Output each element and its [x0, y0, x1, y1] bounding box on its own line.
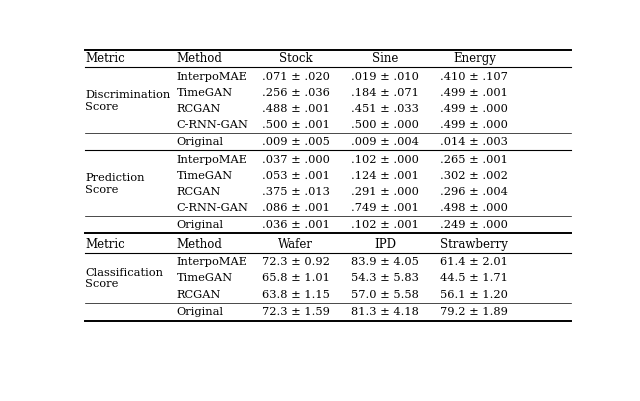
Text: IPD: IPD: [374, 238, 396, 251]
Text: 61.4 ± 2.01: 61.4 ± 2.01: [440, 257, 508, 267]
Text: C-RNN-GAN: C-RNN-GAN: [177, 203, 248, 213]
Text: 56.1 ± 1.20: 56.1 ± 1.20: [440, 290, 508, 300]
Text: Prediction
Score: Prediction Score: [85, 173, 145, 195]
Text: 57.0 ± 5.58: 57.0 ± 5.58: [351, 290, 419, 300]
Text: .009 ± .005: .009 ± .005: [262, 137, 330, 147]
Text: .499 ± .000: .499 ± .000: [440, 104, 508, 114]
Text: 65.8 ± 1.01: 65.8 ± 1.01: [262, 273, 330, 284]
Text: Classification
Score: Classification Score: [85, 267, 163, 289]
Text: .086 ± .001: .086 ± .001: [262, 203, 330, 213]
Text: C-RNN-GAN: C-RNN-GAN: [177, 120, 248, 130]
Text: Method: Method: [177, 238, 223, 251]
Text: InterpoMAE: InterpoMAE: [177, 155, 248, 165]
Text: 79.2 ± 1.89: 79.2 ± 1.89: [440, 306, 508, 316]
Text: Original: Original: [177, 220, 224, 230]
Text: 54.3 ± 5.83: 54.3 ± 5.83: [351, 273, 419, 284]
Text: 81.3 ± 4.18: 81.3 ± 4.18: [351, 306, 419, 316]
Text: Metric: Metric: [85, 53, 125, 65]
Text: 83.9 ± 4.05: 83.9 ± 4.05: [351, 257, 419, 267]
Text: .102 ± .000: .102 ± .000: [351, 155, 419, 165]
Text: .053 ± .001: .053 ± .001: [262, 171, 330, 181]
Text: 63.8 ± 1.15: 63.8 ± 1.15: [262, 290, 330, 300]
Text: TimeGAN: TimeGAN: [177, 171, 233, 181]
Text: .291 ± .000: .291 ± .000: [351, 187, 419, 197]
Text: Energy: Energy: [453, 53, 496, 65]
Text: .102 ± .001: .102 ± .001: [351, 220, 419, 230]
Text: RCGAN: RCGAN: [177, 104, 221, 114]
Text: .749 ± .001: .749 ± .001: [351, 203, 419, 213]
Text: .124 ± .001: .124 ± .001: [351, 171, 419, 181]
Text: .036 ± .001: .036 ± .001: [262, 220, 330, 230]
Text: InterpoMAE: InterpoMAE: [177, 257, 248, 267]
Text: TimeGAN: TimeGAN: [177, 273, 233, 284]
Text: .499 ± .001: .499 ± .001: [440, 88, 508, 98]
Text: Sine: Sine: [372, 53, 398, 65]
Text: .009 ± .004: .009 ± .004: [351, 137, 419, 147]
Text: Strawberry: Strawberry: [440, 238, 508, 251]
Text: .488 ± .001: .488 ± .001: [262, 104, 330, 114]
Text: Metric: Metric: [85, 238, 125, 251]
Text: .256 ± .036: .256 ± .036: [262, 88, 330, 98]
Text: .037 ± .000: .037 ± .000: [262, 155, 330, 165]
Text: 44.5 ± 1.71: 44.5 ± 1.71: [440, 273, 508, 284]
Text: .296 ± .004: .296 ± .004: [440, 187, 508, 197]
Text: Discrimination
Score: Discrimination Score: [85, 90, 170, 112]
Text: RCGAN: RCGAN: [177, 290, 221, 300]
Text: .302 ± .002: .302 ± .002: [440, 171, 508, 181]
Text: .019 ± .010: .019 ± .010: [351, 72, 419, 82]
Text: .499 ± .000: .499 ± .000: [440, 120, 508, 130]
Text: 72.3 ± 0.92: 72.3 ± 0.92: [262, 257, 330, 267]
Text: .249 ± .000: .249 ± .000: [440, 220, 508, 230]
Text: InterpoMAE: InterpoMAE: [177, 72, 248, 82]
Text: .184 ± .071: .184 ± .071: [351, 88, 419, 98]
Text: .014 ± .003: .014 ± .003: [440, 137, 508, 147]
Text: .498 ± .000: .498 ± .000: [440, 203, 508, 213]
Text: .071 ± .020: .071 ± .020: [262, 72, 330, 82]
Text: .500 ± .001: .500 ± .001: [262, 120, 330, 130]
Text: Original: Original: [177, 306, 224, 316]
Text: Stock: Stock: [279, 53, 312, 65]
Text: TimeGAN: TimeGAN: [177, 88, 233, 98]
Text: .410 ± .107: .410 ± .107: [440, 72, 508, 82]
Text: Wafer: Wafer: [278, 238, 313, 251]
Text: .375 ± .013: .375 ± .013: [262, 187, 330, 197]
Text: RCGAN: RCGAN: [177, 187, 221, 197]
Text: .451 ± .033: .451 ± .033: [351, 104, 419, 114]
Text: Original: Original: [177, 137, 224, 147]
Text: 72.3 ± 1.59: 72.3 ± 1.59: [262, 306, 330, 316]
Text: .265 ± .001: .265 ± .001: [440, 155, 508, 165]
Text: .500 ± .000: .500 ± .000: [351, 120, 419, 130]
Text: Method: Method: [177, 53, 223, 65]
